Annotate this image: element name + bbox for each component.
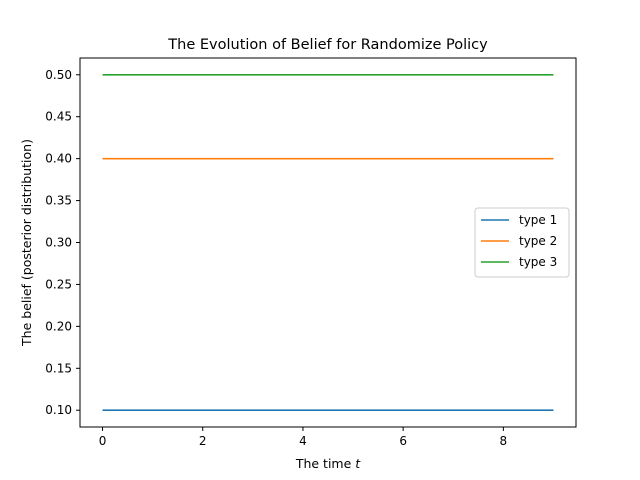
x-axis-label-text: The time [295, 456, 355, 471]
legend-label: type 1 [519, 213, 557, 227]
x-tick-label: 8 [500, 434, 508, 448]
legend-frame [474, 207, 570, 278]
chart-title: The Evolution of Belief for Randomize Po… [167, 37, 488, 53]
y-tick-label: 0.50 [45, 68, 72, 82]
legend: type 1 type 2 type 3 [474, 207, 570, 278]
legend-label: type 2 [519, 234, 557, 248]
y-tick-label: 0.15 [45, 361, 72, 375]
series-lines [102, 73, 554, 412]
y-axis-ticks: 0.10 0.15 0.20 0.25 0.30 0.35 0.40 0.45 0.50 [45, 68, 80, 417]
x-tick-label: 6 [399, 434, 407, 448]
x-axis-ticks: 0 2 4 6 8 [99, 427, 507, 448]
x-axis-label: The time t [295, 456, 361, 471]
x-tick-label: 4 [299, 434, 307, 448]
x-tick-label: 0 [99, 434, 107, 448]
x-axis-label-variable: t [355, 456, 361, 471]
y-tick-label: 0.20 [45, 319, 72, 333]
y-tick-label: 0.30 [45, 236, 72, 250]
x-tick-label: 2 [199, 434, 207, 448]
legend-label: type 3 [519, 255, 557, 269]
y-tick-label: 0.45 [45, 110, 72, 124]
y-tick-label: 0.25 [45, 277, 72, 291]
y-tick-label: 0.40 [45, 152, 72, 166]
y-axis-label: The belief (posterior distribution) [19, 139, 34, 347]
y-tick-label: 0.10 [45, 403, 72, 417]
y-tick-label: 0.35 [45, 194, 72, 208]
plot-frame [79, 57, 577, 428]
